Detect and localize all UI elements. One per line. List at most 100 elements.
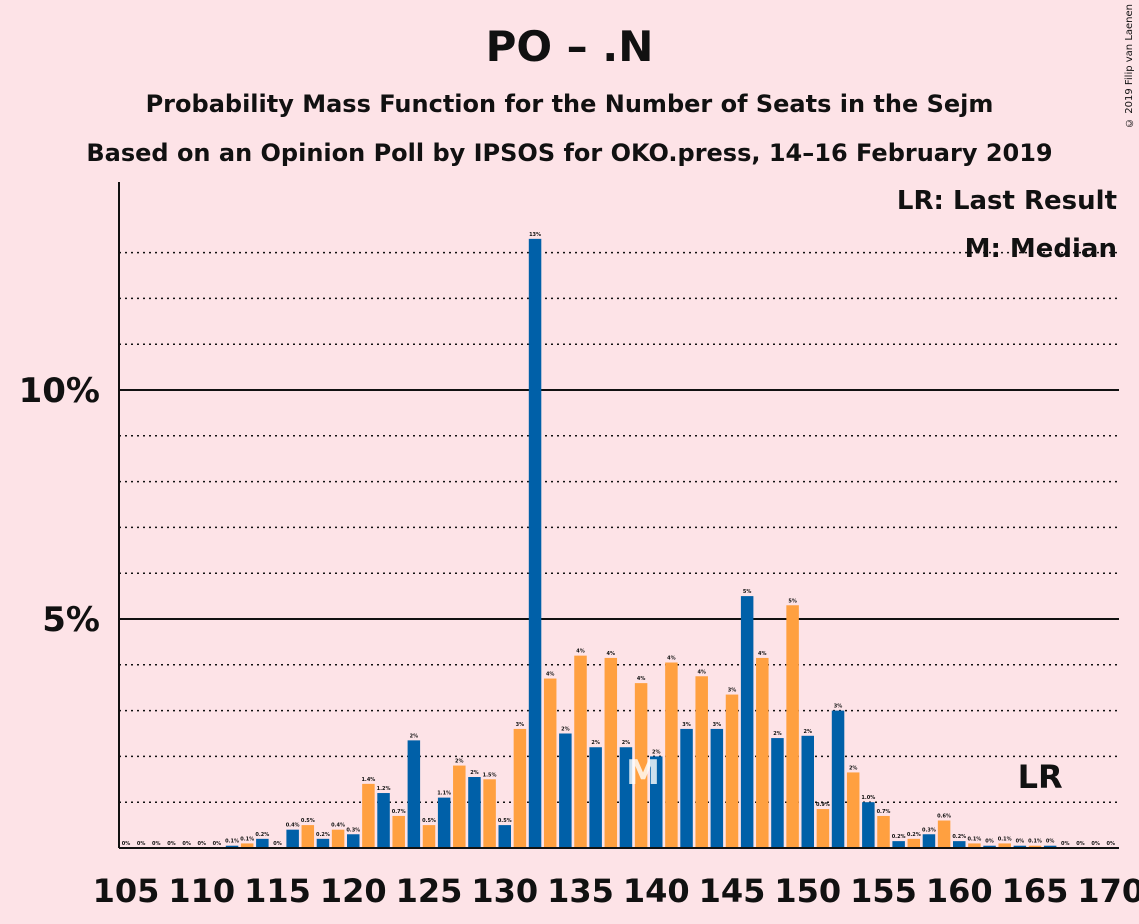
x-tick-label: 165: [1002, 872, 1069, 910]
x-tick-label: 125: [396, 872, 463, 910]
bar-146: [740, 596, 754, 848]
bar-131: [513, 728, 527, 848]
legend-last-result: LR: Last Result: [897, 186, 1117, 216]
bar-141: [665, 662, 678, 848]
x-tick-label: 155: [850, 872, 917, 910]
bar-127: [453, 765, 466, 848]
x-tick-label: 150: [774, 872, 841, 910]
bar-142: [680, 728, 693, 848]
bar-140: [650, 756, 663, 848]
bar-label-117: 0.5%: [301, 818, 315, 824]
bar-148: [771, 738, 784, 848]
bar-166: [1043, 845, 1057, 848]
bar-label-134: 2%: [561, 727, 570, 733]
bar-119: [331, 829, 345, 848]
bar-138: [619, 747, 633, 848]
bar-149: [786, 605, 799, 848]
bar-label-162: 0%: [985, 839, 994, 845]
bar-label-148: 2%: [773, 731, 782, 737]
x-tick-label: 170: [1077, 872, 1139, 910]
bar-164: [1013, 845, 1027, 848]
bar-124: [407, 740, 421, 848]
bar-160: [953, 841, 966, 848]
bar-118: [316, 838, 330, 848]
chart-subtitle: Probability Mass Function for the Number…: [145, 90, 994, 118]
bar-136: [589, 747, 602, 848]
x-tick-label: 105: [93, 872, 160, 910]
bar-label-137: 4%: [607, 651, 616, 657]
bar-label-119: 0.4%: [331, 823, 345, 829]
chart-title: PO – .N: [485, 22, 654, 71]
bar-label-120: 0.3%: [346, 827, 360, 833]
bar-120: [347, 834, 360, 848]
bar-label-127: 2%: [455, 759, 464, 765]
bar-label-126: 1.1%: [437, 791, 451, 797]
bar-112: [225, 845, 239, 848]
bar-label-147: 4%: [758, 651, 767, 657]
bar-165: [1028, 845, 1042, 848]
bar-label-143: 4%: [697, 669, 706, 675]
bar-label-118: 0.2%: [316, 832, 330, 838]
x-tick-label: 115: [244, 872, 311, 910]
bar-label-105: 0%: [122, 841, 131, 847]
last-result-marker: LR: [1018, 758, 1063, 796]
bar-label-150: 2%: [804, 729, 813, 735]
bar-150: [801, 735, 814, 848]
bar-129: [483, 779, 496, 848]
bar-label-107: 0%: [152, 841, 161, 847]
x-tick-label: 140: [623, 872, 690, 910]
bar-154: [862, 802, 875, 848]
bar-label-125: 0.5%: [422, 818, 436, 824]
bar-134: [559, 733, 572, 848]
bar-157: [907, 838, 921, 848]
bar-label-115: 0%: [273, 841, 282, 847]
bar-155: [877, 815, 890, 848]
bar-122: [377, 793, 390, 848]
bar-label-154: 1.0%: [861, 795, 875, 801]
bar-label-164: 0%: [1016, 839, 1025, 845]
bar-161: [968, 843, 981, 848]
bar-label-138: 2%: [622, 740, 631, 746]
bar-label-129: 1.5%: [483, 772, 497, 778]
bar-label-169: 0%: [1091, 841, 1100, 847]
y-tick-label: 10%: [19, 371, 100, 411]
bar-label-155: 0.7%: [877, 809, 891, 815]
bar-label-158: 0.3%: [922, 827, 936, 833]
bar-125: [422, 825, 436, 848]
y-tick-label: 5%: [42, 600, 100, 640]
bar-label-170: 0%: [1107, 841, 1116, 847]
bar-label-123: 0.7%: [392, 809, 406, 815]
bar-label-156: 0.2%: [892, 834, 906, 840]
bar-label-152: 3%: [834, 704, 843, 710]
bar-label-149: 5%: [788, 598, 797, 604]
axes: 5%10%105 110 115 120 125 130 135 140 145 150 155 16…: [19, 182, 1139, 910]
bar-label-135: 4%: [576, 649, 585, 655]
bar-139: [634, 683, 648, 848]
x-tick-label: 130: [471, 872, 538, 910]
bar-label-114: 0.2%: [255, 832, 269, 838]
bar-133: [543, 678, 557, 848]
bar-label-113: 0.1%: [240, 836, 254, 842]
bar-labels: 0% 0% 0% 0% 0% 0% 0% 0.1% 0.1%0.2%0%0.4%0.5%0.2%…: [122, 232, 1115, 847]
bar-label-159: 0.6%: [937, 814, 951, 820]
bar-label-141: 4%: [667, 656, 676, 662]
x-tick-label: 145: [699, 872, 766, 910]
legend: M LR LR: Last Result M: Median: [626, 186, 1117, 796]
bar-158: [922, 834, 936, 848]
bar-135: [574, 655, 587, 848]
bar-label-146: 5%: [743, 589, 752, 595]
bar-label-160: 0.2%: [952, 834, 966, 840]
bar-label-166: 0%: [1046, 839, 1055, 845]
bar-label-167: 0%: [1061, 841, 1070, 847]
bar-label-161: 0.1%: [967, 836, 981, 842]
bar-label-142: 3%: [682, 722, 691, 728]
bar-117: [301, 825, 315, 848]
bar-label-110: 0%: [198, 841, 207, 847]
bar-label-131: 3%: [516, 722, 525, 728]
bar-label-109: 0%: [182, 841, 191, 847]
bars: [225, 238, 1057, 849]
bar-label-157: 0.2%: [907, 832, 921, 838]
bar-113: [240, 843, 254, 848]
bar-156: [892, 841, 905, 848]
